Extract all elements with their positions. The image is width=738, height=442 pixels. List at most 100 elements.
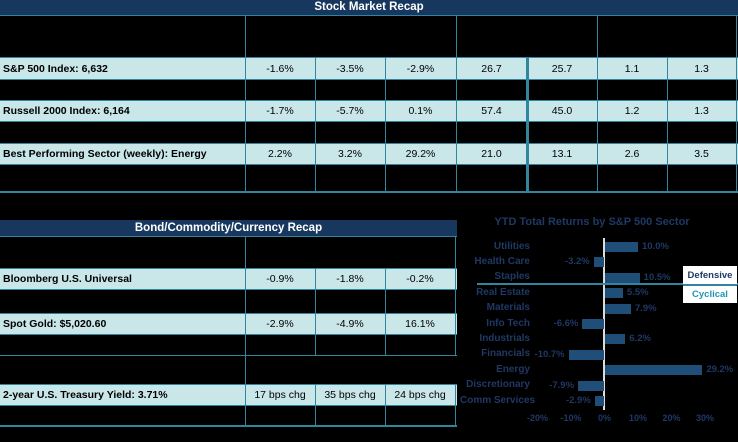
- column-border: [385, 58, 386, 79]
- column-border: [385, 269, 386, 289]
- column-border: [245, 122, 246, 143]
- column-border: [385, 385, 386, 405]
- column-border: [385, 290, 386, 313]
- category-label: Discretionary: [466, 379, 530, 391]
- stock-table-title: Stock Market Recap: [0, 0, 738, 16]
- category-label: Real Estate: [476, 286, 530, 298]
- cell-value: 1.1: [624, 62, 640, 75]
- bond-table-title: Bond/Commodity/Currency Recap: [0, 220, 457, 237]
- column-border: [667, 144, 668, 164]
- column-border: [245, 356, 246, 384]
- column-border: [526, 144, 529, 164]
- spacer-row: [0, 335, 457, 356]
- bar: [582, 319, 605, 329]
- column-border: [315, 101, 316, 121]
- table-row: Best Performing Sector (weekly): Energy 2…: [0, 143, 738, 165]
- cell-value: -3.5%: [336, 62, 364, 75]
- column-border: [455, 290, 456, 313]
- legend-defensive-label: Defensive: [687, 269, 733, 281]
- column-border: [315, 290, 316, 313]
- cell-value: -2.9%: [406, 62, 435, 75]
- bar: [604, 242, 638, 252]
- column-border: [245, 237, 246, 268]
- category-label: Utilities: [493, 240, 530, 252]
- table-row: Spot Gold: $5,020.60 -2.9% -4.9% 16.1%: [0, 313, 457, 335]
- column-border: [456, 122, 457, 143]
- stock-table-rows: S&P 500 Index: 6,632 -1.6% -3.5% -2.9% 26.7 2…: [0, 0, 738, 194]
- column-border: [667, 80, 668, 100]
- legend-box: Defensive Cyclical: [683, 266, 737, 303]
- table-row: 2-year U.S. Treasury Yield: 3.71% 17 bps …: [0, 384, 457, 406]
- column-border: [456, 101, 457, 121]
- column-border: [385, 80, 386, 100]
- column-border: [315, 269, 316, 289]
- column-border: [736, 165, 737, 191]
- legend-cyclical-label: Cyclical: [683, 284, 737, 303]
- column-border: [385, 165, 386, 191]
- column-border: [667, 101, 668, 121]
- column-border: [315, 385, 316, 405]
- cell-value: 2.6: [624, 148, 640, 160]
- row-label: 2-year U.S. Treasury Yield: 3.71%: [3, 389, 168, 401]
- header-row: [0, 16, 738, 57]
- column-border: [245, 101, 246, 121]
- table-row: S&P 500 Index: 6,632 -1.6% -3.5% -2.9% 26.7 2…: [0, 57, 738, 80]
- column-border: [597, 122, 598, 143]
- bar: [604, 365, 703, 376]
- cell-value: 35 bps chg: [324, 389, 376, 401]
- column-border: [736, 16, 737, 57]
- bar: [604, 334, 626, 345]
- column-border: [245, 144, 246, 164]
- category-label: Materials: [486, 302, 530, 314]
- column-border: [526, 122, 529, 143]
- bar-value-label: 7.9%: [634, 302, 657, 314]
- column-border: [245, 58, 246, 79]
- column-border: [315, 406, 316, 425]
- bar-value-label: -7.9%: [549, 379, 575, 391]
- column-border: [597, 80, 598, 100]
- bar-value-label: -2.9%: [565, 395, 591, 406]
- column-border: [385, 144, 386, 164]
- column-border: [597, 58, 598, 79]
- cell-value: -0.9%: [266, 273, 294, 285]
- bar-value-label: -3.2%: [564, 256, 590, 268]
- bar: [593, 257, 605, 268]
- column-border: [456, 80, 457, 100]
- column-border: [526, 58, 529, 79]
- column-border: [526, 80, 529, 100]
- column-border: [245, 290, 246, 313]
- column-border: [385, 314, 386, 334]
- column-border: [455, 406, 456, 425]
- column-border: [597, 101, 598, 121]
- cell-value: 3.5: [694, 148, 709, 160]
- axis-tick-label: 20%: [662, 413, 681, 423]
- column-border: [455, 237, 456, 268]
- cell-value: 21.0: [481, 148, 502, 160]
- column-border: [455, 385, 456, 405]
- sector-divider-line: [477, 283, 738, 285]
- table-row: Bloomberg U.S. Universal -0.9% -1.8% -0.2%: [0, 268, 457, 290]
- category-label: Info Tech: [486, 317, 530, 329]
- category-label: Financials: [481, 348, 530, 360]
- column-border: [526, 165, 529, 191]
- cell-value: 1.3: [694, 105, 709, 117]
- spacer-row: [0, 80, 738, 100]
- cell-value: 2.2%: [268, 148, 292, 160]
- cell-value: 13.1: [551, 148, 573, 160]
- category-label: Health Care: [474, 255, 530, 267]
- column-border: [385, 122, 386, 143]
- chart-plot-area: Utilities 10.0% Health Care -3.2% Staples 10.…: [460, 210, 738, 442]
- column-border: [245, 335, 246, 355]
- row-label: Spot Gold: $5,020.60: [3, 318, 107, 330]
- axis-tick-label: -20%: [526, 413, 548, 423]
- cell-value: 26.7: [481, 62, 502, 75]
- cell-value: -0.2%: [406, 273, 434, 285]
- column-border: [736, 101, 737, 121]
- cell-value: 1.3: [694, 62, 709, 75]
- cell-value: -4.9%: [336, 318, 364, 330]
- bar: [578, 380, 605, 391]
- column-border: [736, 122, 737, 143]
- table-row: Russell 2000 Index: 6,164 -1.7% -5.7% 0.1% 5…: [0, 100, 738, 122]
- column-border: [736, 80, 737, 100]
- cell-value: 3.2%: [338, 148, 362, 160]
